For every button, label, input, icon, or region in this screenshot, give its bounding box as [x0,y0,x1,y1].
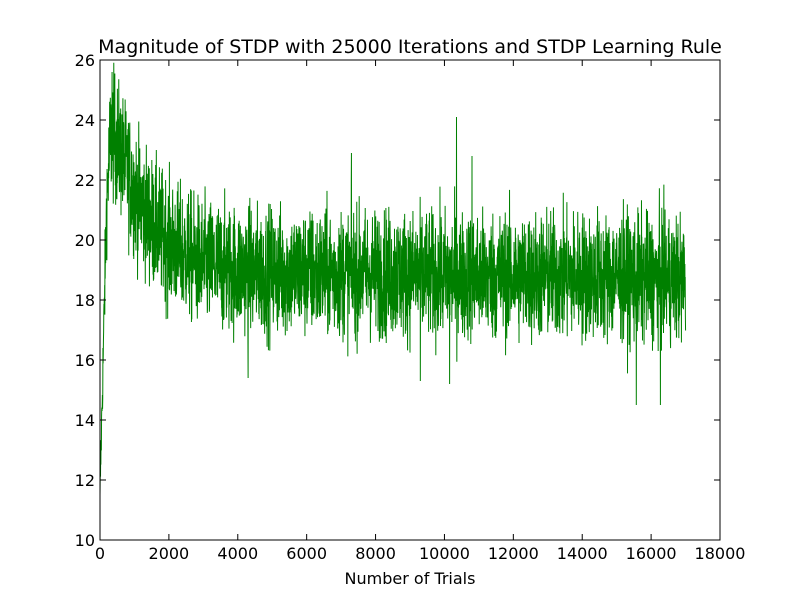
x-tick-label: 0 [95,544,105,563]
x-tick-label: 12000 [488,544,539,563]
x-tick-label: 18000 [695,544,746,563]
x-tick-label: 16000 [626,544,677,563]
y-tick-label: 24 [75,111,95,130]
plot-area [100,62,687,496]
y-tick-label: 16 [75,351,95,370]
y-tick-label: 18 [75,291,95,310]
x-tick-label: 14000 [557,544,608,563]
series-line-0 [100,62,687,496]
y-tick-label: 14 [75,411,95,430]
x-tick-label: 10000 [419,544,470,563]
axes: 0 2000 4000 6000 8000 10000 12000 14000 16000 180… [75,51,746,563]
x-tick-label: 2000 [149,544,190,563]
x-tick-label: 8000 [355,544,396,563]
x-axis-title: Number of Trials [345,569,476,588]
x-tick-label: 6000 [286,544,327,563]
y-tick-label: 22 [75,171,95,190]
y-tick-label: 12 [75,471,95,490]
y-tick-label: 20 [75,231,95,250]
y-tick-label: 26 [75,51,95,70]
x-tick-label: 4000 [217,544,258,563]
chart-title: Magnitude of STDP with 25000 Iterations … [98,36,722,58]
y-tick-label: 10 [75,531,95,550]
